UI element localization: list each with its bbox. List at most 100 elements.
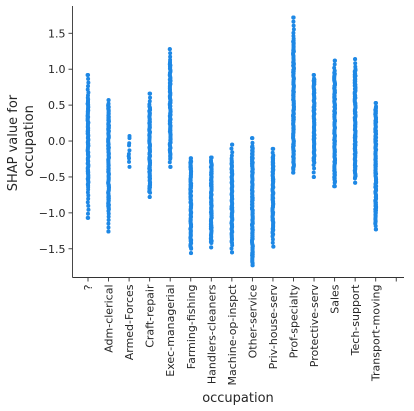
data-point <box>311 170 316 175</box>
data-point <box>106 229 111 234</box>
data-point <box>106 98 111 103</box>
data-point <box>311 76 316 81</box>
category-points-transport-moving <box>373 100 379 232</box>
y-ticks: −1.5 −1.0 −0.5 0.0 0.5 1.0 1.5 <box>39 27 73 256</box>
category-points-prof-specialty <box>291 15 296 175</box>
category-points-protective-serv <box>311 72 317 179</box>
data-point <box>250 140 255 145</box>
data-point <box>86 207 91 212</box>
data-point <box>106 211 111 216</box>
data-point <box>291 15 296 20</box>
data-point <box>353 64 358 69</box>
data-point <box>270 237 275 242</box>
data-point <box>312 166 317 171</box>
data-point <box>168 54 173 59</box>
data-point <box>311 72 316 77</box>
y-tick-label: 0.5 <box>48 99 66 112</box>
category-points-craft-repair <box>147 91 153 200</box>
x-tick-label: Adm-clerical <box>103 285 116 353</box>
data-point <box>85 87 90 92</box>
data-point <box>127 143 132 148</box>
data-point <box>353 61 358 66</box>
category-points-adm-clerical <box>106 98 111 234</box>
x-tick-label: Other-service <box>246 284 259 358</box>
data-point <box>271 146 276 151</box>
data-point <box>374 227 379 232</box>
data-point <box>311 174 316 179</box>
x-tick-label: Sales <box>329 284 342 314</box>
data-point <box>209 155 214 160</box>
data-point <box>250 136 255 141</box>
data-point <box>147 195 152 200</box>
data-point <box>167 47 172 52</box>
data-point <box>86 193 91 198</box>
data-point <box>332 184 337 189</box>
data-point <box>270 234 275 239</box>
data-point <box>332 62 337 67</box>
category-points-handlers-cleaners <box>208 155 214 250</box>
data-point <box>86 72 91 77</box>
data-point <box>353 180 358 185</box>
category-points- <box>85 72 91 220</box>
data-point <box>250 144 255 149</box>
data-point <box>270 240 275 245</box>
data-point <box>85 211 90 216</box>
data-point <box>106 101 111 106</box>
x-axis-title: occupation <box>202 391 274 406</box>
data-point <box>86 203 91 208</box>
x-tick-label: Prof-specialty <box>288 284 301 358</box>
data-point <box>332 65 337 70</box>
data-point <box>271 244 276 249</box>
y-tick-label: 0.0 <box>48 135 66 148</box>
x-tick-label: Tech-support <box>349 284 362 357</box>
category-points-machine-op-inspct <box>229 142 235 255</box>
category-points-tech-support <box>352 57 358 185</box>
data-point <box>106 221 111 226</box>
data-point <box>85 200 90 205</box>
data-point <box>250 263 255 268</box>
data-point <box>270 150 275 155</box>
data-point <box>127 164 132 169</box>
data-point <box>373 223 378 228</box>
category-points-farming-fishing <box>188 156 194 256</box>
data-point <box>127 136 132 141</box>
data-point <box>86 215 91 220</box>
category-points-priv-house-serv <box>270 146 276 249</box>
data-point <box>168 57 173 62</box>
data-point <box>86 196 91 201</box>
x-tick-label: Exec-managerial <box>164 285 177 377</box>
data-point <box>209 245 214 250</box>
data-point <box>86 84 91 89</box>
category-points-armed-forces <box>126 134 132 169</box>
x-tick-label: ? <box>82 284 95 290</box>
data-point <box>229 153 234 158</box>
data-point <box>353 57 358 62</box>
y-tick-label: 1.0 <box>48 63 66 76</box>
category-points-sales <box>332 58 338 189</box>
data-point <box>148 91 153 96</box>
data-point <box>86 80 91 85</box>
data-point <box>127 159 132 164</box>
scatter-points <box>85 15 379 268</box>
x-ticks: ? Adm-clerical Armed-Forces Craft-repair Exe… <box>82 277 397 386</box>
category-points-exec-managerial <box>167 47 173 169</box>
y-tick-label: −0.5 <box>39 171 66 184</box>
data-point <box>147 102 152 107</box>
x-tick-label: Transport-moving <box>370 285 383 383</box>
x-tick-label: Priv-house-serv <box>267 284 280 369</box>
data-point <box>291 23 296 28</box>
data-point <box>106 218 111 223</box>
data-point <box>86 76 91 81</box>
y-axis-title-line-2: occupation <box>22 105 37 177</box>
x-tick-label: Armed-Forces <box>123 284 136 360</box>
data-point <box>332 58 337 63</box>
y-tick-label: 1.5 <box>48 27 66 40</box>
data-point <box>291 170 296 175</box>
y-tick-label: −1.5 <box>39 243 66 256</box>
data-point <box>291 19 296 24</box>
data-point <box>229 146 234 151</box>
data-point <box>291 30 296 35</box>
data-point <box>168 51 173 56</box>
data-point <box>291 33 296 38</box>
